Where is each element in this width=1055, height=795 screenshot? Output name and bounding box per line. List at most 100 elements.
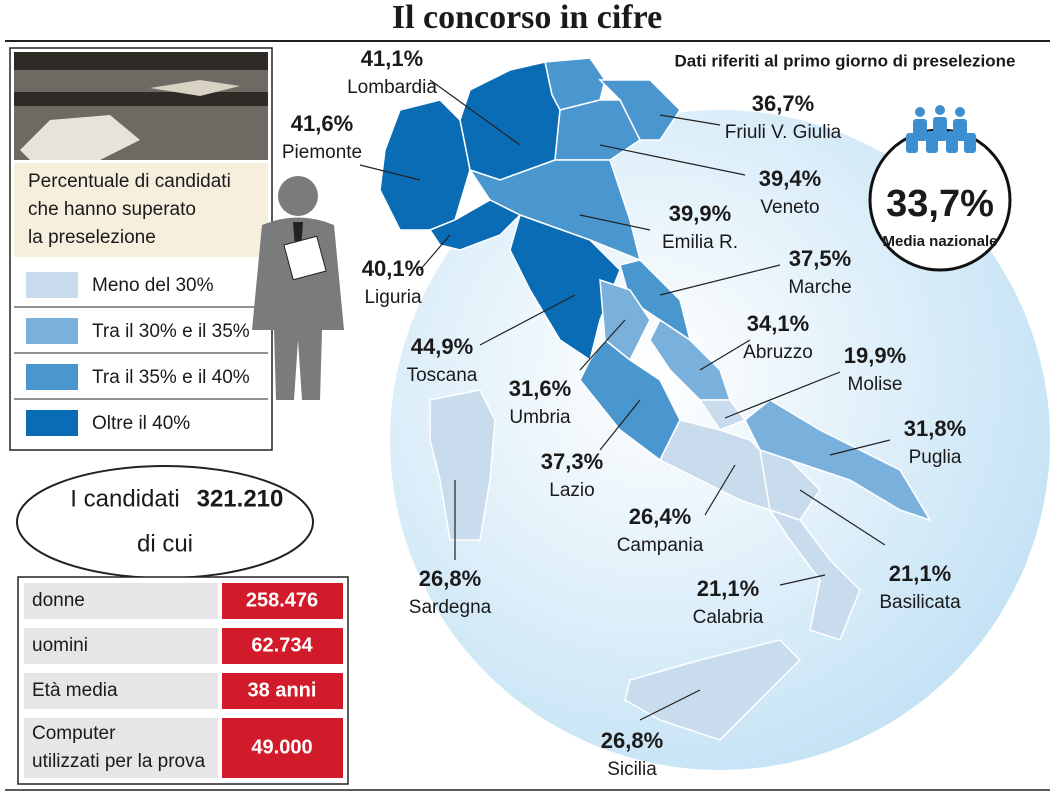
candidates-label: I candidati <box>70 485 179 512</box>
leader-line <box>599 399 641 451</box>
table-label: uomini <box>32 635 88 656</box>
region-value: 44,9% <box>411 334 473 359</box>
region-name: Toscana <box>407 365 478 386</box>
region-shape <box>768 508 861 641</box>
map: 41,1% Lombardia 41,6% Piemonte 36,7% Friuli V… <box>282 46 966 780</box>
legend-swatch <box>26 318 78 344</box>
legend-swatch <box>26 410 78 436</box>
leader-line <box>419 234 451 271</box>
legend-label: Tra il 35% e il 40% <box>92 367 250 388</box>
speech-oval <box>16 465 314 579</box>
region-value: 39,4% <box>759 166 821 191</box>
region-value: 37,5% <box>789 246 851 271</box>
legend-label: Oltre il 40% <box>92 413 190 434</box>
region-value: 21,1% <box>697 576 759 601</box>
candidates-total: 321.210 <box>197 485 284 512</box>
region-name: Piemonte <box>282 142 362 163</box>
region-name: Sardegna <box>409 597 492 618</box>
leader-line <box>579 319 626 371</box>
leader-line <box>704 464 736 516</box>
legend-label: Meno del 30% <box>92 275 214 296</box>
photo-detail <box>14 52 268 160</box>
table-value: 62.734 <box>251 634 313 656</box>
region-value: 40,1% <box>362 256 424 281</box>
table-value-cell <box>222 628 343 664</box>
leader-line <box>799 489 886 546</box>
table-label-cell <box>24 673 218 709</box>
leader-line <box>599 144 746 176</box>
people-icon <box>906 105 976 153</box>
region-value: 36,7% <box>752 91 814 116</box>
region-name: Lombardia <box>347 77 437 98</box>
region-name: Molise <box>848 374 903 395</box>
legend-title: che hanno superato <box>28 199 196 220</box>
map-note: Dati riferiti al primo giorno di presele… <box>674 51 1015 70</box>
region-shape <box>379 99 471 231</box>
leader-line <box>699 339 751 371</box>
table-label: utilizzati per la prova <box>32 751 206 772</box>
table-label: Computer <box>32 723 116 744</box>
title: Il concorso in cifre <box>392 0 662 36</box>
leader-line <box>429 79 521 146</box>
leader-line <box>579 214 651 231</box>
region-value: 39,9% <box>669 201 731 226</box>
table-value-cell <box>222 673 343 709</box>
region-shape <box>624 639 802 741</box>
table-value-cell <box>222 718 343 778</box>
legend-swatch <box>26 364 78 390</box>
legend-swatch <box>26 272 78 298</box>
legend-title: Percentuale di candidati <box>28 171 231 192</box>
leader-line <box>639 689 701 721</box>
table-value: 38 anni <box>248 679 317 701</box>
region-value: 19,9% <box>844 343 906 368</box>
region-value: 26,8% <box>419 566 481 591</box>
region-value: 21,1% <box>889 561 951 586</box>
person-silhouette <box>252 176 344 400</box>
region-name: Veneto <box>760 197 819 218</box>
region-value: 37,3% <box>541 449 603 474</box>
region-name: Calabria <box>693 607 764 628</box>
legend-label: Tra il 30% e il 35% <box>92 321 250 342</box>
region-shape <box>428 199 522 251</box>
table-label-cell <box>24 718 218 778</box>
leader-line <box>659 114 721 126</box>
region-name: Campania <box>617 535 704 556</box>
table-value: 258.476 <box>246 589 318 611</box>
region-name: Abruzzo <box>743 342 813 363</box>
leader-line <box>659 264 781 296</box>
region-value: 26,4% <box>629 504 691 529</box>
region-name: Sicilia <box>607 759 657 780</box>
candidates-sub: di cui <box>137 530 193 557</box>
region-name: Puglia <box>909 447 962 468</box>
table-value: 49.000 <box>251 736 312 758</box>
region-value: 26,8% <box>601 728 663 753</box>
leader-line <box>724 371 841 419</box>
table-value-cell <box>222 583 343 619</box>
national-value: 33,7% <box>886 183 994 225</box>
region-name: Marche <box>788 277 851 298</box>
national-label: Media nazionale <box>882 233 997 250</box>
table-label-cell <box>24 583 218 619</box>
region-value: 31,8% <box>904 416 966 441</box>
region-value: 41,6% <box>291 111 353 136</box>
legend-title-box <box>14 163 268 257</box>
leader-line <box>779 574 826 586</box>
region-name: Liguria <box>364 287 421 308</box>
region-name: Basilicata <box>879 592 961 613</box>
region-value: 31,6% <box>509 376 571 401</box>
table-label: Età media <box>32 680 118 701</box>
leader-line <box>479 294 576 346</box>
leader-line <box>359 164 421 181</box>
region-value: 34,1% <box>747 311 809 336</box>
leader-line <box>829 439 891 456</box>
region-shape <box>429 389 496 541</box>
region-name: Friuli V. Giulia <box>725 122 842 143</box>
table-label-cell <box>24 628 218 664</box>
legend-title: la preselezione <box>28 227 156 248</box>
region-name: Umbria <box>509 407 571 428</box>
table-label: donne <box>32 590 85 611</box>
region-value: 41,1% <box>361 46 423 71</box>
region-name: Lazio <box>549 480 594 501</box>
region-name: Emilia R. <box>662 232 738 253</box>
